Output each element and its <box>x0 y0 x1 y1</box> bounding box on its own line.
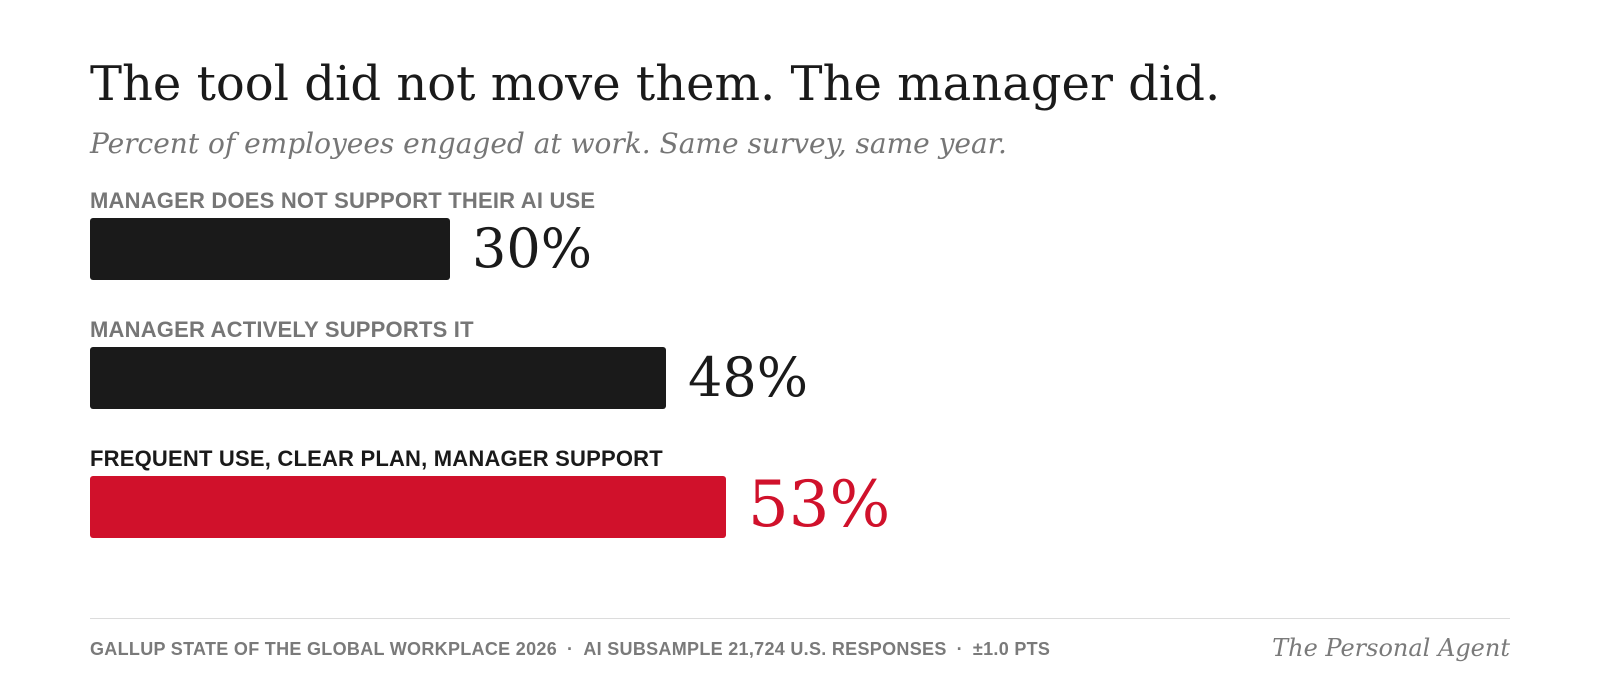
bar-label: FREQUENT USE, CLEAR PLAN, MANAGER SUPPOR… <box>90 446 663 471</box>
source-note: GALLUP STATE OF THE GLOBAL WORKPLACE 202… <box>90 636 1050 662</box>
bar-highlight <box>90 476 726 538</box>
bar-label: MANAGER DOES NOT SUPPORT THEIR AI USE <box>90 188 596 213</box>
source-separator: · <box>956 639 963 659</box>
chart-subtitle: Percent of employees engaged at work. Sa… <box>90 127 1007 160</box>
source-separator: · <box>567 639 574 659</box>
bar-label: MANAGER ACTIVELY SUPPORTS IT <box>90 317 474 342</box>
footer-divider <box>90 618 1510 619</box>
bar-value-label: 30% <box>472 217 593 280</box>
source-margin-of-error: ±1.0 PTS <box>972 639 1051 659</box>
bar-value-label: 48% <box>688 346 809 409</box>
bar <box>90 218 450 280</box>
bar-value-label: 53% <box>748 468 891 542</box>
chart-title: The tool did not move them. The manager … <box>90 56 1221 112</box>
source-sample: AI SUBSAMPLE 21,724 U.S. RESPONSES <box>583 639 947 659</box>
source-publication: GALLUP STATE OF THE GLOBAL WORKPLACE 202… <box>90 639 558 659</box>
bar <box>90 347 666 409</box>
brand-signature: The Personal Agent <box>1272 634 1510 662</box>
